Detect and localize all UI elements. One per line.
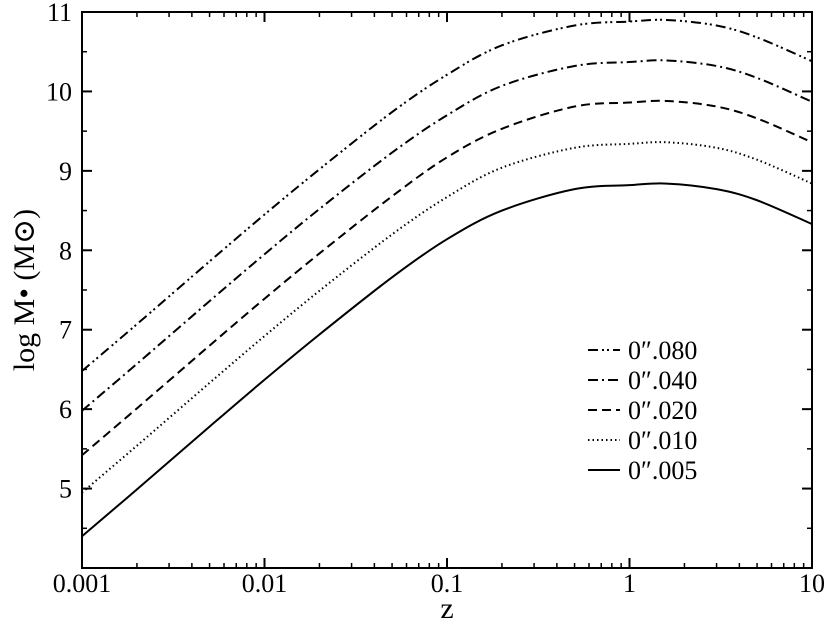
legend-label: 0″.010 [628,426,697,455]
x-tick-label: 0.01 [242,569,288,598]
y-axis-title: log M• (M⊙) [8,209,41,371]
legend-label: 0″.040 [628,366,697,395]
y-tick-label: 5 [59,475,72,504]
x-tick-label: 1 [623,569,636,598]
x-tick-label: 0.001 [53,569,112,598]
series-line [81,141,813,494]
series-line [81,59,813,412]
plot-frame [81,11,813,569]
series-group [81,18,813,537]
y-tick-label: 6 [59,395,72,424]
y-tick-label: 11 [47,0,72,27]
y-tick-label: 8 [59,236,72,265]
series-line [81,182,813,537]
series-line [81,18,813,372]
legend-label: 0″.020 [628,396,697,425]
x-axis-title: z [440,592,453,622]
x-tick-label: 10 [799,569,825,598]
y-tick-label: 10 [46,77,72,106]
legend-label: 0″.080 [628,336,697,365]
series-line [81,99,813,456]
x-tick-label: 0.1 [431,569,464,598]
y-tick-label: 9 [59,157,72,186]
axis-ticks: 0.001 0.01 0.1 1 10 5 6 7 8 9 10 11 [46,0,825,598]
y-tick-label: 7 [59,316,72,345]
legend-label: 0″.005 [628,456,697,485]
